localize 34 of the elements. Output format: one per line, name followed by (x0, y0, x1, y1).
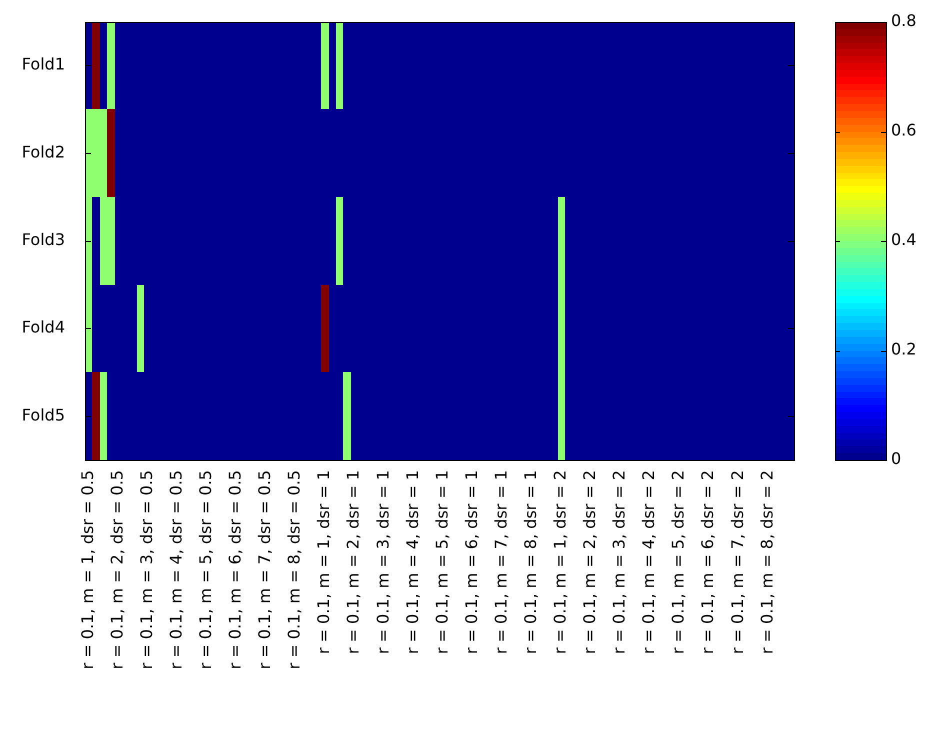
x-tick-label: r = 0.1, m = 6, dsr = 1 (462, 470, 481, 654)
x-tick-label: r = 0.1, m = 8, dsr = 0.5 (284, 470, 304, 670)
y-tick-label: Fold2 (22, 142, 65, 162)
x-tick-label: r = 0.1, m = 1, dsr = 2 (550, 470, 570, 654)
x-tick-label: r = 0.1, m = 4, dsr = 0.5 (166, 470, 186, 670)
y-tick-label: Fold4 (22, 318, 65, 337)
x-tick-label: r = 0.1, m = 1, dsr = 0.5 (78, 470, 97, 670)
x-tick-label: r = 0.1, m = 7, dsr = 0.5 (255, 470, 274, 670)
y-tick-label: Fold1 (22, 54, 65, 74)
x-tick-label: r = 0.1, m = 2, dsr = 2 (580, 470, 600, 654)
color-bar-label: 0 (891, 449, 902, 468)
color-bar-label: 0.6 (891, 120, 916, 140)
x-tick-label: r = 0.1, m = 3, dsr = 0.5 (136, 470, 156, 670)
x-tick-label: r = 0.1, m = 6, dsr = 0.5 (226, 470, 245, 670)
x-tick-label: r = 0.1, m = 8, dsr = 2 (757, 470, 776, 654)
color-bar-label: 0.8 (891, 11, 916, 30)
x-tick-label: r = 0.1, m = 5, dsr = 0.5 (196, 470, 216, 670)
x-tick-label: r = 0.1, m = 5, dsr = 2 (668, 470, 688, 654)
y-tick-label: Fold3 (22, 230, 65, 249)
x-tick-label: r = 0.1, m = 2, dsr = 0.5 (107, 470, 126, 670)
y-tick-label: Fold5 (22, 405, 65, 424)
x-tick-label: r = 0.1, m = 8, dsr = 1 (520, 470, 540, 654)
x-tick-label: r = 0.1, m = 7, dsr = 2 (728, 470, 747, 654)
x-tick-label: r = 0.1, m = 3, dsr = 2 (610, 470, 629, 654)
x-tick-label: r = 0.1, m = 7, dsr = 1 (491, 470, 510, 654)
x-tick-label: r = 0.1, m = 4, dsr = 1 (402, 470, 422, 654)
x-tick-label: r = 0.1, m = 4, dsr = 2 (639, 470, 658, 654)
x-tick-label: r = 0.1, m = 3, dsr = 1 (373, 470, 392, 654)
color-bar-label: 0.4 (891, 230, 916, 250)
x-tick-label: r = 0.1, m = 2, dsr = 1 (344, 470, 363, 654)
x-tick-label: r = 0.1, m = 1, dsr = 1 (314, 470, 334, 654)
color-bar-label: 0.2 (891, 340, 916, 359)
x-tick-label: r = 0.1, m = 5, dsr = 1 (432, 470, 452, 654)
x-tick-label: r = 0.1, m = 6, dsr = 2 (698, 470, 718, 654)
